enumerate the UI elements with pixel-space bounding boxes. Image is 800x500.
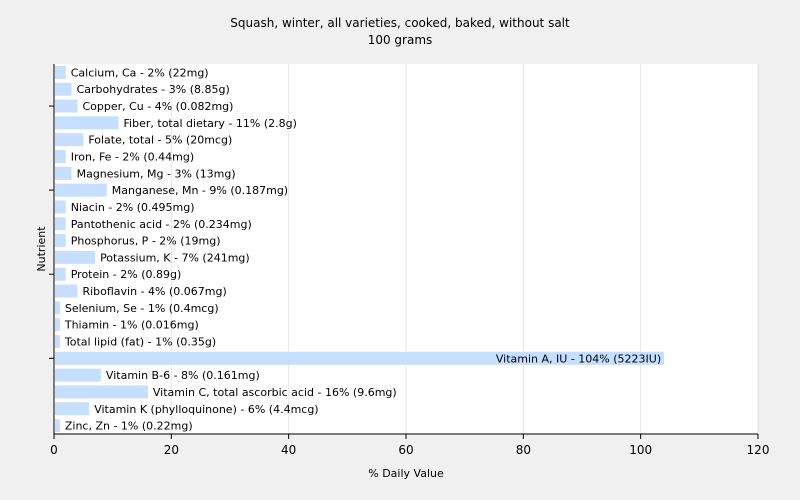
bar [55,419,60,433]
bar-label: Vitamin B-6 - 8% (0.161mg) [106,369,260,382]
bar [55,99,78,113]
bar-label: Total lipid (fat) - 1% (0.35g) [64,336,216,349]
bar-label: Magnesium, Mg - 3% (13mg) [77,167,236,180]
bar [55,200,66,214]
grid-lines [170,64,759,434]
bar-label: Selenium, Se - 1% (0.4mcg) [65,302,219,315]
x-axis-title: % Daily Value [368,467,444,480]
bar [55,402,90,416]
bar [55,250,96,264]
bar [55,183,107,197]
bar-label: Riboflavin - 4% (0.067mg) [82,285,226,298]
bar [55,234,66,248]
bar [55,166,72,180]
bar [55,368,101,382]
bar-label: Fiber, total dietary - 11% (2.8g) [124,117,297,130]
bar-label: Manganese, Mn - 9% (0.187mg) [112,184,288,197]
bar-label: Pantothenic acid - 2% (0.234mg) [71,218,252,231]
bar [55,82,72,96]
bar-label: Vitamin A, IU - 104% (5223IU) [496,352,661,365]
y-axis-title: Nutrient [35,226,48,272]
chart-subtitle: 100 grams [368,33,433,47]
bar [55,351,665,365]
bar [55,318,60,332]
bar-label: Zinc, Zn - 1% (0.22mg) [65,420,193,433]
bar [55,116,119,130]
bar-label: Carbohydrates - 3% (8.85g) [77,83,230,96]
bars: Calcium, Ca - 2% (22mg) Carbohydrates - 3… [55,65,665,433]
axes: 0 20 40 60 80 100 120 [49,64,769,457]
x-tick-label: 80 [516,443,531,457]
bar [55,301,60,315]
bar-label: Iron, Fe - 2% (0.44mg) [71,151,194,164]
x-tick-label: 20 [164,443,179,457]
x-tick-label: 60 [398,443,413,457]
bar [55,267,66,281]
bar-label: Calcium, Ca - 2% (22mg) [71,66,209,79]
bar-label: Phosphorus, P - 2% (19mg) [71,235,221,248]
bar [55,284,78,298]
bar-label: Folate, total - 5% (20mcg) [88,134,232,147]
x-tick-label: 120 [747,443,770,457]
bar [55,133,84,147]
bar-label: Thiamin - 1% (0.016mg) [64,319,199,332]
chart-title: Squash, winter, all varieties, cooked, b… [230,16,570,30]
bar-label: Vitamin K (phylloquinone) - 6% (4.4mcg) [94,403,318,416]
bar [55,150,66,163]
bar [55,385,148,399]
x-tick-label: 100 [629,443,652,457]
bar [55,217,66,231]
bar [55,65,66,79]
x-tick-label: 40 [281,443,296,457]
bar [55,335,60,348]
bar-label: Niacin - 2% (0.495mg) [71,201,195,214]
bar-label: Copper, Cu - 4% (0.082mg) [82,100,233,113]
bar-label: Vitamin C, total ascorbic acid - 16% (9.… [153,386,397,399]
bar-label: Protein - 2% (0.89g) [71,268,182,281]
bar-label: Potassium, K - 7% (241mg) [100,251,250,264]
x-tick-label: 0 [50,443,58,457]
